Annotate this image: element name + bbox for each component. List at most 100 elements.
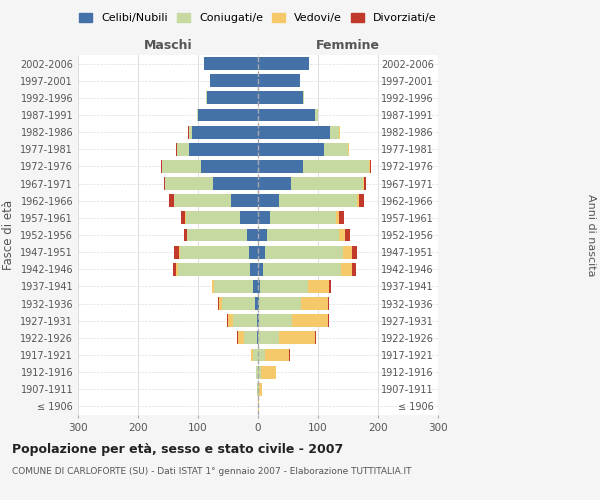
Bar bbox=[258, 280, 260, 293]
Bar bbox=[345, 228, 350, 241]
Bar bbox=[370, 160, 371, 173]
Bar bbox=[214, 280, 253, 293]
Bar bbox=[369, 160, 370, 173]
Bar bbox=[259, 314, 292, 327]
Bar bbox=[258, 297, 259, 310]
Bar bbox=[359, 194, 364, 207]
Bar bbox=[178, 263, 250, 276]
Bar bbox=[165, 177, 213, 190]
Bar bbox=[336, 212, 339, 224]
Bar bbox=[231, 194, 258, 207]
Bar bbox=[218, 297, 219, 310]
Bar bbox=[192, 126, 258, 138]
Bar bbox=[301, 297, 328, 310]
Bar bbox=[291, 177, 363, 190]
Text: Anni di nascita: Anni di nascita bbox=[586, 194, 596, 276]
Bar bbox=[174, 246, 179, 258]
Bar bbox=[258, 57, 309, 70]
Bar bbox=[213, 177, 258, 190]
Bar bbox=[330, 126, 339, 138]
Bar bbox=[206, 92, 207, 104]
Bar bbox=[222, 297, 255, 310]
Bar bbox=[237, 332, 238, 344]
Bar bbox=[187, 228, 247, 241]
Bar bbox=[258, 194, 279, 207]
Bar bbox=[258, 246, 265, 258]
Bar bbox=[259, 297, 301, 310]
Bar bbox=[258, 366, 261, 378]
Bar bbox=[258, 160, 303, 173]
Y-axis label: Fasce di età: Fasce di età bbox=[2, 200, 15, 270]
Bar bbox=[339, 126, 340, 138]
Bar bbox=[164, 177, 165, 190]
Bar bbox=[244, 332, 257, 344]
Bar bbox=[161, 160, 162, 173]
Bar bbox=[341, 263, 352, 276]
Bar bbox=[303, 160, 369, 173]
Bar bbox=[181, 212, 185, 224]
Bar bbox=[253, 280, 258, 293]
Bar bbox=[258, 400, 259, 413]
Bar bbox=[258, 263, 263, 276]
Bar bbox=[363, 177, 364, 190]
Bar bbox=[258, 74, 300, 87]
Bar bbox=[258, 108, 315, 122]
Bar bbox=[253, 348, 258, 362]
Bar bbox=[324, 143, 348, 156]
Bar bbox=[258, 332, 279, 344]
Bar bbox=[189, 143, 258, 156]
Bar bbox=[329, 280, 331, 293]
Bar bbox=[308, 280, 329, 293]
Bar bbox=[270, 212, 336, 224]
Bar bbox=[247, 228, 258, 241]
Bar bbox=[257, 383, 258, 396]
Bar bbox=[210, 74, 258, 87]
Bar bbox=[261, 366, 276, 378]
Text: COMUNE DI CARLOFORTE (SU) - Dati ISTAT 1° gennaio 2007 - Elaborazione TUTTITALIA: COMUNE DI CARLOFORTE (SU) - Dati ISTAT 1… bbox=[12, 468, 412, 476]
Bar bbox=[339, 228, 345, 241]
Bar bbox=[184, 228, 187, 241]
Bar bbox=[258, 126, 330, 138]
Bar bbox=[289, 348, 290, 362]
Bar bbox=[263, 263, 341, 276]
Text: Popolazione per età, sesso e stato civile - 2007: Popolazione per età, sesso e stato civil… bbox=[12, 442, 343, 456]
Bar bbox=[176, 263, 178, 276]
Bar bbox=[173, 263, 176, 276]
Bar bbox=[219, 297, 222, 310]
Bar bbox=[258, 314, 259, 327]
Bar bbox=[207, 92, 258, 104]
Bar bbox=[258, 228, 267, 241]
Bar bbox=[179, 246, 180, 258]
Bar bbox=[352, 246, 357, 258]
Bar bbox=[197, 108, 198, 122]
Text: Femmine: Femmine bbox=[316, 38, 380, 52]
Bar bbox=[328, 297, 329, 310]
Bar bbox=[364, 177, 366, 190]
Bar bbox=[249, 246, 258, 258]
Bar bbox=[177, 143, 189, 156]
Bar bbox=[212, 280, 214, 293]
Bar bbox=[204, 57, 258, 70]
Bar bbox=[357, 194, 359, 207]
Bar bbox=[315, 332, 316, 344]
Bar bbox=[180, 246, 249, 258]
Bar bbox=[265, 348, 289, 362]
Bar bbox=[339, 212, 344, 224]
Bar bbox=[352, 263, 356, 276]
Bar bbox=[255, 297, 258, 310]
Bar bbox=[258, 92, 303, 104]
Bar bbox=[250, 263, 258, 276]
Bar bbox=[258, 177, 291, 190]
Bar bbox=[176, 143, 177, 156]
Bar bbox=[238, 332, 244, 344]
Bar bbox=[348, 143, 349, 156]
Bar bbox=[343, 246, 352, 258]
Bar bbox=[240, 212, 258, 224]
Bar bbox=[258, 143, 324, 156]
Bar bbox=[260, 280, 308, 293]
Bar bbox=[233, 314, 257, 327]
Bar bbox=[198, 108, 258, 122]
Bar bbox=[279, 332, 315, 344]
Bar bbox=[256, 366, 258, 378]
Bar bbox=[258, 383, 259, 396]
